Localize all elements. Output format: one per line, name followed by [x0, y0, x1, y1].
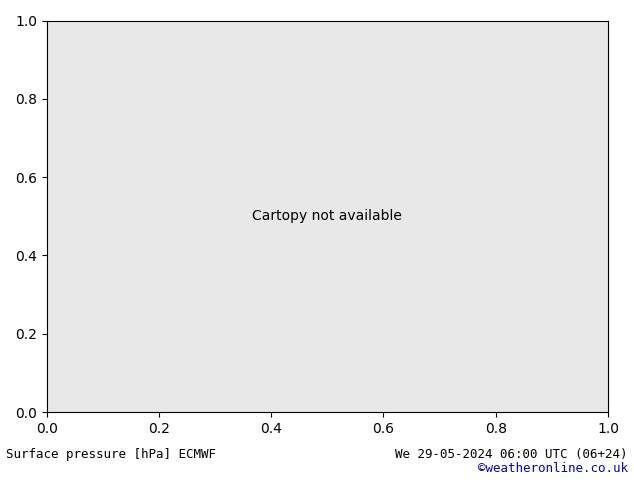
Text: Surface pressure [hPa] ECMWF: Surface pressure [hPa] ECMWF — [6, 447, 216, 461]
Text: We 29-05-2024 06:00 UTC (06+24): We 29-05-2024 06:00 UTC (06+24) — [395, 447, 628, 461]
Text: Cartopy not available: Cartopy not available — [252, 209, 403, 223]
Text: ©weatheronline.co.uk: ©weatheronline.co.uk — [477, 462, 628, 475]
